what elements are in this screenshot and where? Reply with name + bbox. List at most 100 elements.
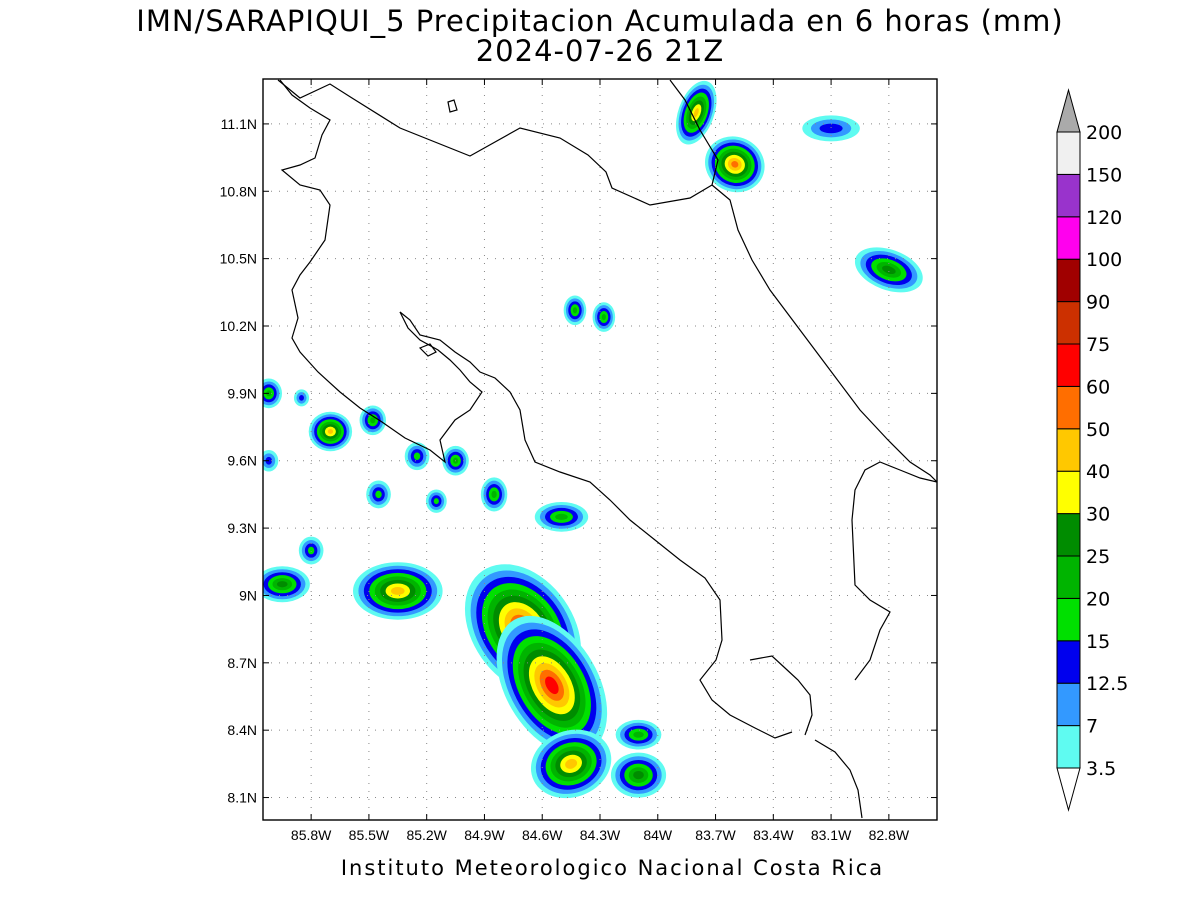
- rain-contour: [276, 581, 288, 588]
- rain-cell: [480, 477, 508, 512]
- rain-contour: [565, 758, 578, 769]
- rain-cell: [263, 449, 279, 472]
- panama-border-south: [814, 739, 863, 819]
- rain-cell: [293, 389, 310, 407]
- colorbar-box: [1056, 173, 1081, 218]
- colorbar-label: 25: [1086, 546, 1110, 568]
- colorbar-box: [1056, 428, 1081, 472]
- lon-tick-label: 83.1W: [811, 827, 852, 843]
- panama-border: [851, 461, 937, 681]
- rain-cell: [530, 729, 612, 799]
- lat-tick-label: 10.5N: [220, 251, 257, 267]
- golfo-dulce-coast: [749, 655, 813, 736]
- rain-cell: [610, 752, 667, 798]
- colorbar-box: [1056, 597, 1081, 642]
- rain-cell: [615, 719, 662, 750]
- lon-tick-label: 83.7W: [695, 827, 736, 843]
- map-subtitle-datetime: 2024-07-26 21Z: [475, 34, 725, 68]
- map-title: IMN/SARAPIQUI_5 Precipitacion Acumulada …: [136, 4, 1064, 38]
- colorbar-label: 40: [1086, 461, 1110, 483]
- lon-tick-label: 85.2W: [406, 827, 447, 843]
- colorbar-label: 120: [1086, 207, 1122, 229]
- colorbar: 3.5 7 12.5 15 20 25 30 40 50 60 75 90 100 120 150 200: [1056, 88, 1128, 812]
- nicaragua-border: [277, 79, 719, 206]
- rain-cell: [534, 502, 589, 532]
- rain-contour: [307, 546, 315, 555]
- colorbar-box: [1056, 470, 1081, 515]
- rain-contour: [555, 513, 568, 520]
- precipitation-field: [263, 80, 923, 799]
- rain-contour: [491, 490, 497, 499]
- rain-cell: [704, 136, 765, 193]
- axis-ticks: 85.8W 85.5W 85.2W 84.9W 84.6W 84.3W 84W 83.7W 83…: [220, 79, 937, 843]
- pacific-coast-north: [279, 79, 483, 464]
- lon-tick-label: 85.8W: [291, 827, 332, 843]
- rain-contour: [327, 429, 334, 434]
- colorbar-label: 150: [1086, 164, 1122, 186]
- colorbar-label: 60: [1086, 376, 1110, 398]
- colorbar-label: 50: [1086, 419, 1110, 441]
- rain-cell: [308, 411, 353, 452]
- colorbar-box: [1056, 555, 1081, 599]
- gulf-of-nicoya-coast: [399, 311, 793, 739]
- rain-cell: [366, 480, 391, 509]
- colorbar-box: [1056, 131, 1081, 175]
- rain-contour: [633, 731, 644, 738]
- colorbar-box: [1056, 216, 1081, 260]
- rain-contour: [572, 307, 578, 314]
- rain-cell: [592, 302, 616, 332]
- footer-credit: Instituto Meteorologico Nacional Costa R…: [340, 856, 885, 880]
- lon-tick-label: 85.5W: [349, 827, 390, 843]
- rain-cell: [352, 562, 443, 620]
- colorbar-box: [1056, 258, 1081, 303]
- colorbar-box: [1056, 301, 1081, 345]
- colorbar-min-arrow: [1056, 767, 1081, 812]
- colorbar-box: [1056, 385, 1081, 430]
- rain-cell: [404, 442, 430, 471]
- rain-contour: [299, 394, 304, 401]
- lat-tick-label: 9.6N: [227, 453, 257, 469]
- lat-tick-label: 9.3N: [227, 520, 257, 536]
- rain-contour: [601, 313, 606, 321]
- colorbar-box: [1056, 640, 1081, 684]
- lon-tick-label: 84.6W: [522, 827, 563, 843]
- rain-cell: [263, 566, 310, 603]
- lon-tick-label: 84.3W: [580, 827, 621, 843]
- colorbar-label: 100: [1086, 249, 1122, 271]
- lon-tick-label: 84.9W: [464, 827, 505, 843]
- lat-lon-grid: [263, 79, 937, 820]
- lat-tick-label: 11.1N: [221, 116, 257, 132]
- lat-tick-label: 8.7N: [227, 655, 257, 671]
- coastline-borders: [277, 79, 937, 819]
- rain-cell: [802, 115, 860, 142]
- rain-contour: [819, 123, 843, 134]
- colorbar-label: 200: [1086, 122, 1122, 144]
- rain-contour: [433, 498, 439, 505]
- rain-cell: [676, 80, 717, 145]
- colorbar-label: 30: [1086, 504, 1110, 526]
- rain-contour: [391, 587, 405, 595]
- colorbar-label: 75: [1086, 334, 1110, 356]
- rain-contour: [633, 770, 644, 780]
- colorbar-box: [1056, 725, 1081, 769]
- rain-contour: [731, 161, 739, 168]
- lat-tick-label: 10.8N: [220, 183, 257, 199]
- colorbar-label: 20: [1086, 588, 1110, 610]
- colorbar-label: 12.5: [1086, 673, 1128, 695]
- lon-tick-label: 84W: [643, 827, 673, 843]
- lat-tick-label: 8.4N: [227, 722, 257, 738]
- rain-contour: [370, 417, 376, 424]
- rain-cell: [298, 536, 324, 565]
- colorbar-label: 15: [1086, 631, 1110, 653]
- rain-contour: [413, 452, 421, 460]
- lon-tick-label: 83.4W: [753, 827, 794, 843]
- colorbar-label: 90: [1086, 292, 1110, 314]
- rain-cell: [854, 247, 923, 293]
- rain-contour: [882, 265, 896, 275]
- colorbar-max-arrow: [1056, 88, 1081, 133]
- colorbar-box: [1056, 682, 1081, 727]
- lon-tick-label: 82.8W: [869, 827, 910, 843]
- lat-tick-label: 10.2N: [220, 318, 257, 334]
- lat-tick-label: 8.1N: [227, 790, 257, 806]
